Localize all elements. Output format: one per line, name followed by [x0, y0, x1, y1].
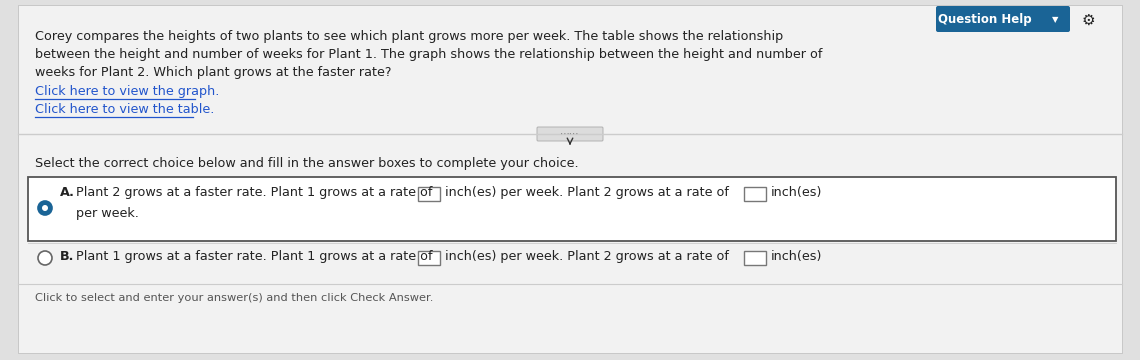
Text: Select the correct choice below and fill in the answer boxes to complete your ch: Select the correct choice below and fill… — [35, 157, 579, 170]
Text: weeks for Plant 2. Which plant grows at the faster rate?: weeks for Plant 2. Which plant grows at … — [35, 66, 391, 79]
Text: Click here to view the table.: Click here to view the table. — [35, 103, 214, 116]
Text: inch(es): inch(es) — [771, 186, 822, 199]
Text: ⚙: ⚙ — [1081, 13, 1094, 27]
FancyBboxPatch shape — [418, 187, 440, 201]
Circle shape — [38, 251, 52, 265]
FancyBboxPatch shape — [28, 177, 1116, 241]
FancyBboxPatch shape — [936, 6, 1070, 32]
FancyBboxPatch shape — [537, 127, 603, 141]
FancyBboxPatch shape — [418, 251, 440, 265]
Circle shape — [42, 205, 48, 211]
Text: inch(es) per week. Plant 2 grows at a rate of: inch(es) per week. Plant 2 grows at a ra… — [445, 186, 728, 199]
Text: Plant 2 grows at a faster rate. Plant 1 grows at a rate of: Plant 2 grows at a faster rate. Plant 1 … — [76, 186, 432, 199]
FancyBboxPatch shape — [18, 5, 1122, 353]
Text: inch(es): inch(es) — [771, 250, 822, 263]
Text: between the height and number of weeks for Plant 1. The graph shows the relation: between the height and number of weeks f… — [35, 48, 822, 61]
Text: ▼: ▼ — [1052, 15, 1058, 24]
Text: Corey compares the heights of two plants to see which plant grows more per week.: Corey compares the heights of two plants… — [35, 30, 783, 43]
FancyBboxPatch shape — [744, 251, 766, 265]
Text: Question Help: Question Help — [938, 13, 1032, 27]
Text: per week.: per week. — [76, 207, 139, 220]
Text: ⋯⋯: ⋯⋯ — [560, 129, 580, 139]
Text: B.: B. — [60, 250, 74, 263]
Text: inch(es) per week. Plant 2 grows at a rate of: inch(es) per week. Plant 2 grows at a ra… — [445, 250, 728, 263]
Text: Plant 1 grows at a faster rate. Plant 1 grows at a rate of: Plant 1 grows at a faster rate. Plant 1 … — [76, 250, 432, 263]
Text: Click here to view the graph.: Click here to view the graph. — [35, 85, 219, 98]
Circle shape — [38, 201, 52, 215]
Text: Click to select and enter your answer(s) and then click Check Answer.: Click to select and enter your answer(s)… — [35, 293, 433, 303]
FancyBboxPatch shape — [744, 187, 766, 201]
Text: A.: A. — [60, 186, 75, 199]
